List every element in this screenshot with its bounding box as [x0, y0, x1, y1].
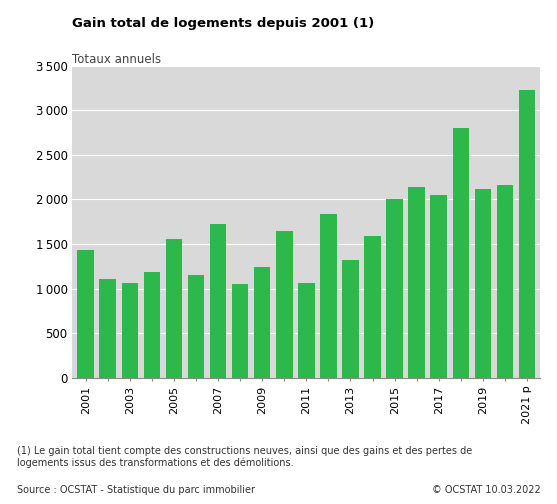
Bar: [298, 283, 315, 378]
Text: Gain total de logements depuis 2001 (1): Gain total de logements depuis 2001 (1): [72, 17, 375, 30]
Bar: [497, 185, 513, 378]
Text: Source : OCSTAT - Statistique du parc immobilier: Source : OCSTAT - Statistique du parc im…: [17, 485, 255, 495]
Bar: [121, 283, 138, 378]
Bar: [254, 267, 271, 378]
Bar: [408, 187, 425, 378]
Bar: [320, 214, 336, 378]
Bar: [387, 200, 403, 378]
Bar: [77, 250, 94, 378]
Text: Totaux annuels: Totaux annuels: [72, 53, 162, 66]
Bar: [431, 195, 447, 378]
Bar: [519, 90, 535, 378]
Bar: [100, 279, 116, 378]
Bar: [475, 188, 491, 378]
Bar: [364, 236, 381, 378]
Bar: [210, 224, 226, 378]
Bar: [188, 275, 204, 378]
Text: © OCSTAT 10.03.2022: © OCSTAT 10.03.2022: [432, 485, 540, 495]
Bar: [452, 128, 469, 378]
Bar: [232, 284, 248, 378]
Bar: [276, 231, 292, 378]
Text: (1) Le gain total tient compte des constructions neuves, ainsi que des gains et : (1) Le gain total tient compte des const…: [17, 446, 472, 456]
Bar: [165, 239, 182, 378]
Bar: [144, 272, 160, 378]
Text: logements issus des transformations et des démolitions.: logements issus des transformations et d…: [17, 458, 294, 468]
Bar: [342, 260, 359, 378]
